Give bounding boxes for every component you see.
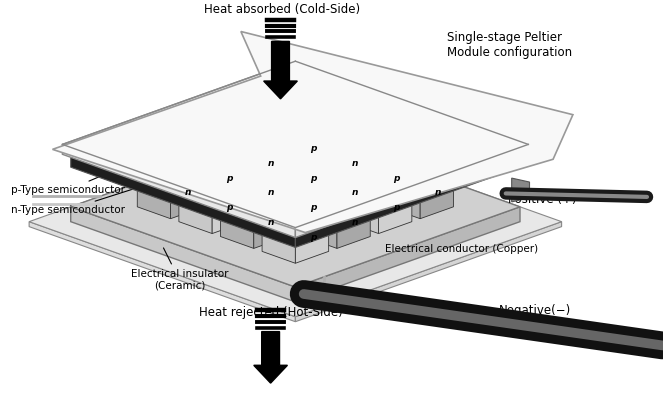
Polygon shape [137,155,204,179]
Polygon shape [295,145,528,237]
Polygon shape [262,141,328,164]
Text: Single-stage Peltier
Module configuration: Single-stage Peltier Module configuratio… [447,32,572,60]
Polygon shape [29,222,295,322]
Text: p: p [310,173,316,182]
Polygon shape [29,126,561,317]
Polygon shape [304,167,337,219]
Polygon shape [71,207,295,302]
Polygon shape [262,200,328,224]
Text: n: n [268,188,274,198]
Text: Electrical conductor (Copper): Electrical conductor (Copper) [384,245,537,254]
Text: n: n [352,218,358,227]
Text: Heat absorbed (Cold-Side): Heat absorbed (Cold-Side) [204,3,360,16]
Polygon shape [53,32,573,233]
Polygon shape [262,170,328,194]
Polygon shape [387,167,420,219]
Polygon shape [179,152,212,204]
Text: n: n [268,159,274,168]
Polygon shape [295,222,561,322]
Polygon shape [220,126,287,149]
Polygon shape [511,178,529,202]
Polygon shape [295,182,328,233]
Polygon shape [220,137,254,189]
Polygon shape [345,170,412,194]
Polygon shape [295,207,520,302]
Polygon shape [262,122,295,174]
Polygon shape [254,197,287,248]
Polygon shape [337,197,370,248]
Polygon shape [262,212,295,263]
Polygon shape [295,122,328,174]
Polygon shape [337,167,370,219]
Text: n: n [185,188,191,198]
Polygon shape [304,197,337,248]
Polygon shape [212,182,246,233]
Text: p: p [393,173,400,182]
Polygon shape [170,167,204,219]
Text: n: n [352,159,358,168]
Polygon shape [179,141,246,164]
Polygon shape [220,197,254,248]
Polygon shape [212,152,246,204]
Polygon shape [63,145,295,237]
Polygon shape [220,167,254,219]
Text: n: n [268,218,274,227]
Polygon shape [345,141,412,164]
Polygon shape [420,167,454,219]
Text: p: p [310,233,316,242]
Polygon shape [295,152,328,204]
Text: Positive (+): Positive (+) [508,194,577,206]
Polygon shape [71,126,520,287]
Polygon shape [295,154,520,247]
Polygon shape [304,155,370,179]
Text: Electrical insulator
(Ceramic): Electrical insulator (Ceramic) [131,248,228,291]
Polygon shape [262,152,295,204]
Polygon shape [304,185,370,209]
Text: n-Type semiconductor: n-Type semiconductor [11,145,272,215]
Polygon shape [378,182,412,233]
Polygon shape [262,111,328,135]
Polygon shape [262,182,295,233]
Polygon shape [71,74,520,235]
Text: n: n [435,188,441,198]
Polygon shape [63,61,528,228]
Text: Negative(−): Negative(−) [498,304,571,317]
Text: n: n [352,188,358,198]
Polygon shape [179,170,246,194]
Polygon shape [304,137,337,189]
Text: p: p [393,203,400,212]
Polygon shape [71,154,295,247]
FancyArrow shape [254,332,288,383]
Polygon shape [179,182,212,233]
Text: Heat rejected (Hot-Side): Heat rejected (Hot-Side) [198,306,342,319]
Text: p: p [310,203,316,212]
Polygon shape [378,152,412,204]
Text: p: p [226,173,233,182]
Polygon shape [254,137,287,189]
Polygon shape [220,155,287,179]
Text: p: p [226,203,233,212]
Text: p-Type semiconductor: p-Type semiconductor [11,103,272,195]
Polygon shape [220,185,287,209]
Polygon shape [137,167,170,219]
Text: p: p [310,144,316,153]
Polygon shape [345,182,378,233]
Polygon shape [387,155,454,179]
Polygon shape [295,212,328,263]
FancyArrow shape [264,41,297,99]
Polygon shape [337,137,370,189]
Polygon shape [254,167,287,219]
Polygon shape [304,126,370,149]
Polygon shape [345,152,378,204]
